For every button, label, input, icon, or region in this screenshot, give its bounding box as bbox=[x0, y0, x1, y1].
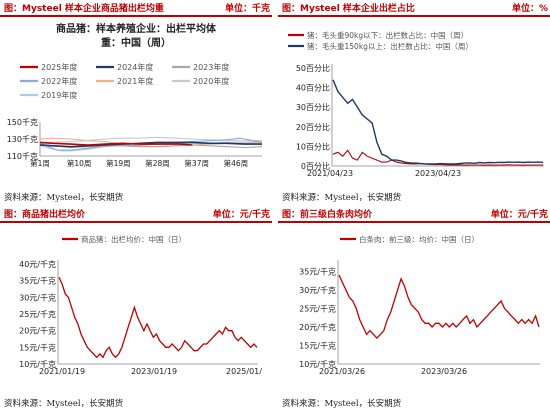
legend-label: 2022年度 bbox=[41, 76, 77, 86]
hog-price-chart: 商品猪：出栏均价：中国（日） 40元/千克 35元/千克 30元/千克 25元/千克 20… bbox=[19, 234, 262, 376]
series-line bbox=[332, 79, 544, 165]
series-line bbox=[39, 141, 262, 148]
y-tick-label: 20百分比 bbox=[296, 122, 330, 132]
y-tick-label: 25元/千克 bbox=[19, 309, 56, 319]
legend-label: 2019年度 bbox=[41, 90, 77, 100]
legend-label: 2024年度 bbox=[117, 62, 153, 72]
y-tick-label: 30元/千克 bbox=[299, 285, 336, 295]
panel-hog-price: 图：商品猪出栏均价 单位：元/千克 商品猪：出栏均价：中国（日） 40元/千克 35… bbox=[0, 206, 272, 411]
x-tick-label: 第37周 bbox=[184, 158, 209, 168]
y-tick-label: 50百分比 bbox=[296, 63, 330, 73]
y-tick-label: 20元/千克 bbox=[19, 326, 56, 336]
panel-title: 图：Mysteel 样本企业商品猪出栏均重 bbox=[4, 4, 164, 14]
x-tick-label: 第28周 bbox=[145, 158, 170, 168]
series-line bbox=[58, 277, 258, 359]
panel-avg-weight: 图：Mysteel 样本企业商品猪出栏均重 单位：千克 商品猪：样本养殖企业：出… bbox=[0, 0, 272, 205]
panel-share: 图：Mysteel 样本企业出栏占比 单位：% 猪：毛头重90kg以下：出栏数占… bbox=[278, 0, 550, 205]
panel-unit: 单位：千克 bbox=[224, 4, 270, 14]
legend-label: 2025年度 bbox=[41, 62, 77, 72]
y-tick-label: 130千克 bbox=[7, 134, 38, 144]
source-note: 资料来源：Mysteel，长安期货 bbox=[282, 193, 402, 203]
y-tick-label: 15元/千克 bbox=[19, 342, 56, 352]
panel-title: 图：商品猪出栏均价 bbox=[4, 210, 86, 220]
panel-header: 图：Mysteel 样本企业商品猪出栏均重 单位：千克 bbox=[0, 0, 272, 17]
y-tick-label: 20元/千克 bbox=[299, 322, 336, 332]
panel-unit: 单位：元/千克 bbox=[212, 210, 270, 220]
y-tick-label: 40百分比 bbox=[296, 83, 330, 93]
legend-label: 猪：毛头重150kg以上：出栏数占比：中国（周） bbox=[307, 41, 473, 51]
chart-title-line2: 重：中国（周） bbox=[101, 36, 171, 49]
pork-price-chart: 白条肉：前三级：均价：中国（日） 35元/千克 30元/千克 25元/千克 20元/千克… bbox=[299, 234, 540, 376]
legend-label: 2021年度 bbox=[117, 76, 153, 86]
y-tick-label: 10元/千克 bbox=[299, 359, 336, 369]
source-note: 资料来源：Mysteel，长安期货 bbox=[282, 399, 402, 409]
panel-header: 图：Mysteel 样本企业出栏占比 单位：% bbox=[278, 0, 550, 17]
source-note: 资料来源：Mysteel，长安期货 bbox=[4, 193, 124, 203]
y-tick-label: 150千克 bbox=[7, 117, 38, 127]
y-tick-label: 30元/千克 bbox=[19, 292, 56, 302]
panel-unit: 单位：% bbox=[511, 4, 548, 14]
y-tick-label: 25元/千克 bbox=[299, 303, 336, 313]
x-tick-label: 第46周 bbox=[224, 158, 249, 168]
y-tick-label: 10百分比 bbox=[296, 141, 330, 151]
x-tick-label: 2021/04/23 bbox=[307, 169, 353, 178]
x-tick-label: 2021/01/19 bbox=[39, 367, 85, 376]
legend-label: 2020年度 bbox=[193, 76, 229, 86]
y-tick-label: 10元/千克 bbox=[19, 359, 56, 369]
x-tick-label: 2023/03/26 bbox=[421, 367, 467, 376]
y-tick-label: 35元/千克 bbox=[299, 266, 336, 276]
x-tick-label: 2023/01/19 bbox=[131, 367, 177, 376]
y-tick-label: 40元/千克 bbox=[19, 259, 56, 269]
panel-header: 图：前三级白条肉均价 单位：元/千克 bbox=[278, 206, 550, 223]
y-tick-label: 30百分比 bbox=[296, 102, 330, 112]
legend-label: 猪：毛头重90kg以下：出栏数占比：中国（周） bbox=[307, 30, 468, 40]
legend-label: 商品猪：出栏均价：中国（日） bbox=[81, 234, 186, 244]
panel-unit: 单位：元/千克 bbox=[490, 210, 548, 220]
y-tick-label: 0百分比 bbox=[301, 161, 330, 171]
y-tick-label: 110千克 bbox=[7, 151, 38, 161]
x-tick-label: 第19周 bbox=[106, 158, 131, 168]
series-line bbox=[39, 143, 263, 149]
x-tick-label: 2025/01/ bbox=[226, 367, 262, 376]
series-line bbox=[39, 141, 193, 146]
panel-title: 图：Mysteel 样本企业出栏占比 bbox=[282, 4, 415, 14]
panel-title: 图：前三级白条肉均价 bbox=[282, 210, 373, 220]
panel-pork-price: 图：前三级白条肉均价 单位：元/千克 白条肉：前三级：均价：中国（日） 35元/千… bbox=[278, 206, 550, 411]
share-chart: 猪：毛头重90kg以下：出栏数占比：中国（周）猪：毛头重150kg以上：出栏数占… bbox=[288, 30, 544, 178]
x-tick-label: 2021/03/26 bbox=[319, 367, 365, 376]
series-line bbox=[39, 136, 262, 144]
chart-title-line1: 商品猪：样本养殖企业：出栏平均体 bbox=[56, 22, 217, 35]
source-note: 资料来源：Mysteel，长安期货 bbox=[4, 399, 124, 409]
x-tick-label: 2023/04/23 bbox=[415, 169, 461, 178]
series-line bbox=[332, 149, 543, 166]
x-tick-label: 第1周 bbox=[30, 158, 50, 168]
legend-label: 2023年度 bbox=[193, 62, 229, 72]
series-line bbox=[338, 274, 540, 340]
x-tick-label: 第10周 bbox=[67, 158, 92, 168]
y-tick-label: 15元/千克 bbox=[299, 340, 336, 350]
panel-header: 图：商品猪出栏均价 单位：元/千克 bbox=[0, 206, 272, 223]
legend-label: 白条肉：前三级：均价：中国（日） bbox=[359, 234, 479, 244]
y-tick-label: 35元/千克 bbox=[19, 276, 56, 286]
